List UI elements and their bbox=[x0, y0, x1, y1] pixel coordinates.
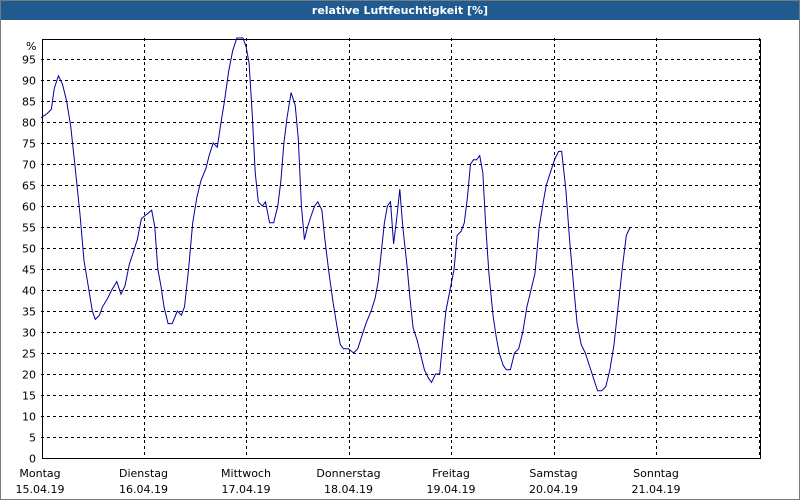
x-tick-day: Freitag bbox=[432, 467, 470, 480]
x-tick-date: 19.04.19 bbox=[426, 483, 476, 496]
x-tick-day: Mittwoch bbox=[221, 467, 271, 480]
x-tick-day: Samstag bbox=[529, 467, 578, 480]
y-tick-label: 60 bbox=[22, 201, 36, 214]
y-tick-label: 55 bbox=[22, 222, 36, 235]
y-unit-label: % bbox=[26, 40, 36, 53]
y-tick-label: 0 bbox=[29, 453, 36, 466]
y-axis-ticks: 0 5 10 15 20 25 30 35 40 45 50 55 60 65 70 75 80 85 90 95 bbox=[22, 54, 36, 466]
y-tick-label: 25 bbox=[22, 348, 36, 361]
grid bbox=[41, 38, 760, 458]
y-tick-label: 65 bbox=[22, 180, 36, 193]
x-tick-label: Mittwoch 17.04.19 bbox=[201, 466, 291, 498]
y-tick-label: 40 bbox=[22, 285, 36, 298]
x-tick-label: Donnerstag 18.04.19 bbox=[304, 466, 394, 498]
x-tick-day: Dienstag bbox=[118, 467, 169, 480]
y-tick-label: 80 bbox=[22, 117, 36, 130]
humidity-series-line bbox=[40, 37, 631, 392]
x-tick-date: 18.04.19 bbox=[324, 483, 373, 496]
x-tick-day: Donnerstag bbox=[316, 467, 381, 480]
y-tick-label: 70 bbox=[22, 159, 36, 172]
y-tick-label: 95 bbox=[22, 54, 36, 67]
y-tick-label: 20 bbox=[22, 369, 36, 382]
x-tick-date: 16.04.19 bbox=[119, 483, 168, 496]
x-tick-label: Samstag 20.04.19 bbox=[509, 466, 599, 498]
window-title: relative Luftfeuchtigkeit [%] bbox=[1, 1, 799, 20]
y-tick-label: 45 bbox=[22, 264, 36, 277]
x-tick-day: Montag bbox=[19, 467, 61, 480]
x-tick-date: 21.04.19 bbox=[631, 483, 681, 496]
x-tick-day: Sonntag bbox=[633, 467, 679, 480]
x-tick-date: 20.04.19 bbox=[529, 483, 578, 496]
y-tick-label: 35 bbox=[22, 306, 36, 319]
x-tick-label: Sonntag 21.04.19 bbox=[611, 466, 701, 498]
y-tick-label: 5 bbox=[29, 432, 36, 445]
x-tick-label: Freitag 19.04.19 bbox=[406, 466, 496, 498]
y-tick-label: 90 bbox=[22, 75, 36, 88]
y-tick-label: 15 bbox=[22, 390, 36, 403]
y-tick-label: 85 bbox=[22, 96, 36, 109]
x-tick-label: Dienstag 16.04.19 bbox=[99, 466, 189, 498]
y-tick-label: 30 bbox=[22, 327, 36, 340]
x-tick-date: 15.04.19 bbox=[15, 483, 65, 496]
y-tick-label: 10 bbox=[22, 411, 36, 424]
x-tick-label: Montag 15.04.19 bbox=[0, 466, 80, 498]
x-tick-date: 17.04.19 bbox=[221, 483, 271, 496]
y-tick-label: 50 bbox=[22, 243, 36, 256]
y-tick-label: 75 bbox=[22, 138, 36, 151]
